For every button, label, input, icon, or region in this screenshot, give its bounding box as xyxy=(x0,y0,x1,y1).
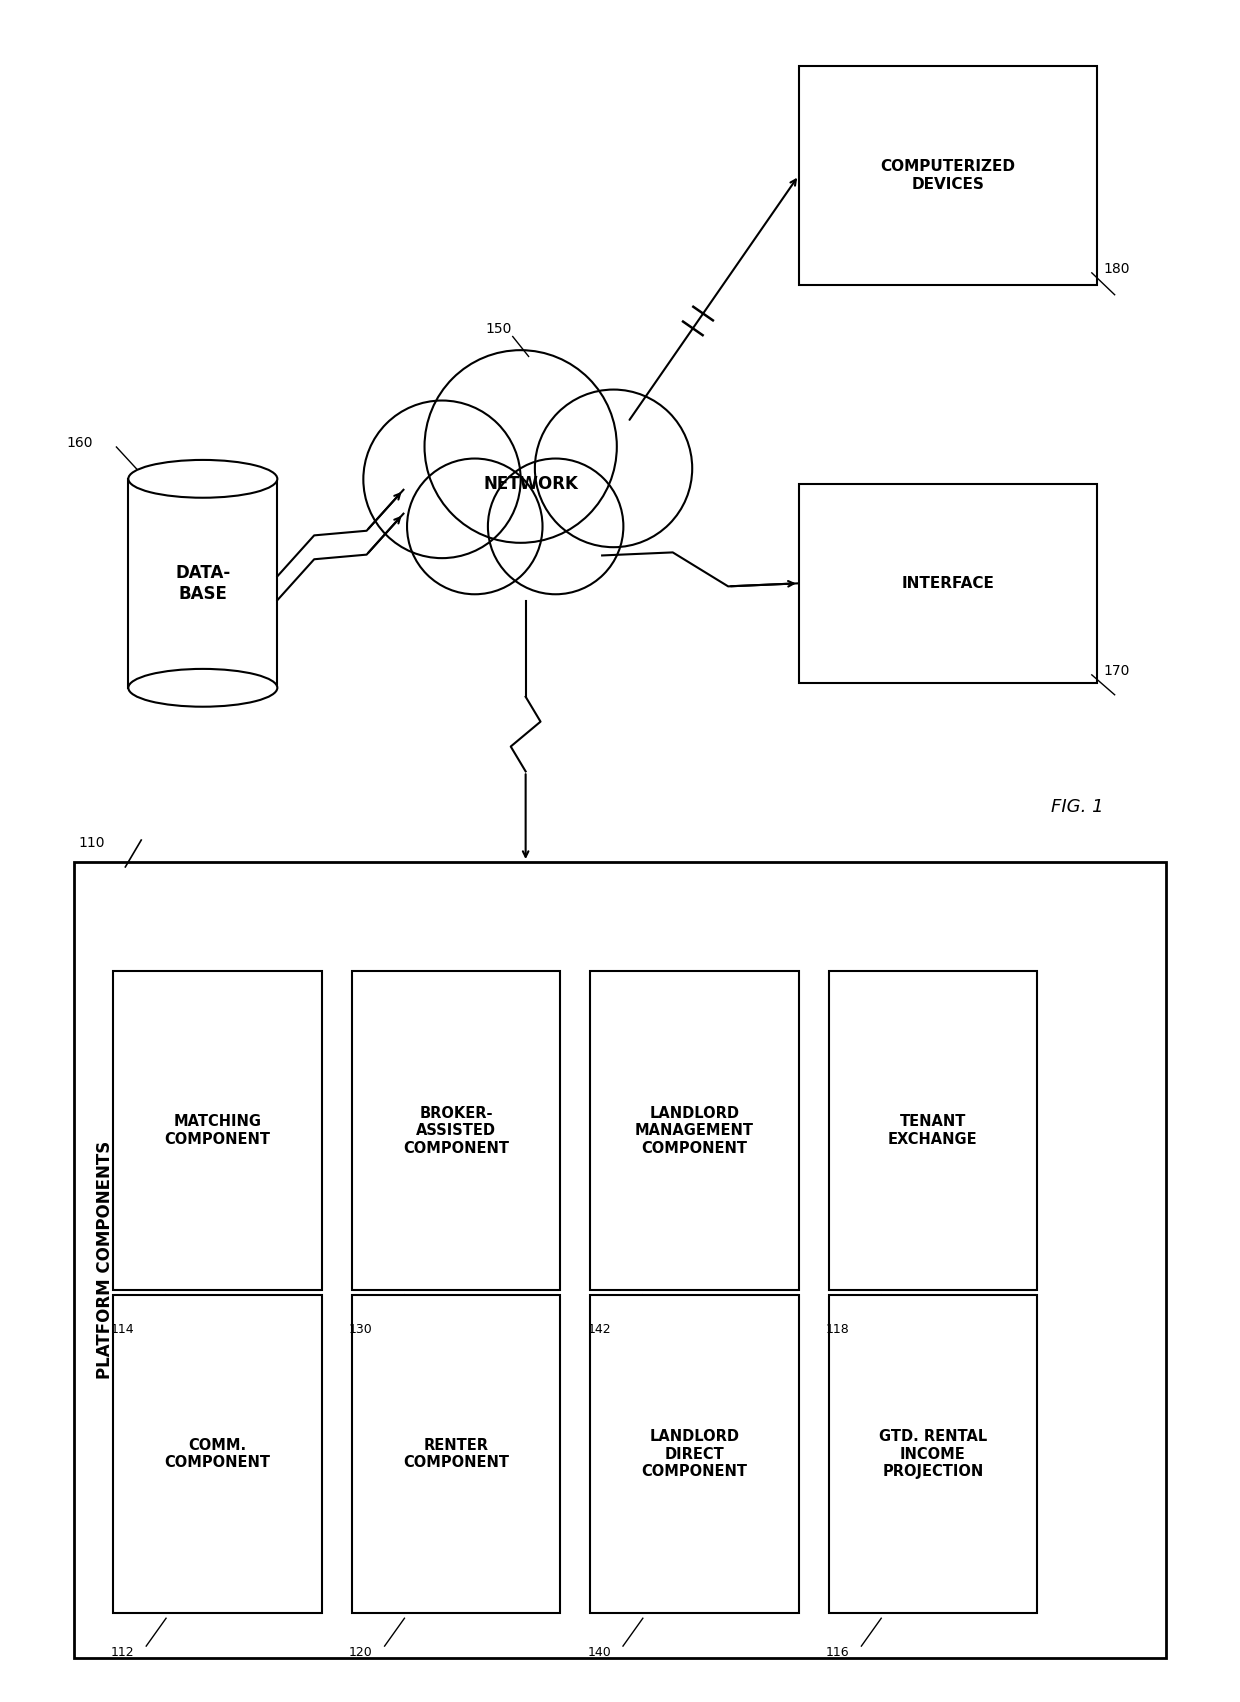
Text: 114: 114 xyxy=(110,1322,134,1336)
FancyBboxPatch shape xyxy=(128,477,278,482)
Text: COMM.
COMPONENT: COMM. COMPONENT xyxy=(165,1438,270,1471)
Circle shape xyxy=(424,351,616,543)
FancyBboxPatch shape xyxy=(113,1295,322,1613)
FancyBboxPatch shape xyxy=(128,478,278,688)
Text: INTERFACE: INTERFACE xyxy=(901,575,994,591)
Text: LANDLORD
DIRECT
COMPONENT: LANDLORD DIRECT COMPONENT xyxy=(641,1430,748,1479)
FancyBboxPatch shape xyxy=(73,861,1167,1658)
Text: 120: 120 xyxy=(348,1646,372,1659)
Text: MATCHING
COMPONENT: MATCHING COMPONENT xyxy=(165,1115,270,1147)
Text: PLATFORM COMPONENTS: PLATFORM COMPONENTS xyxy=(97,1140,114,1379)
FancyBboxPatch shape xyxy=(113,972,322,1290)
Text: 150: 150 xyxy=(486,322,512,335)
Text: RENTER
COMPONENT: RENTER COMPONENT xyxy=(403,1438,510,1471)
Text: COMPUTERIZED
DEVICES: COMPUTERIZED DEVICES xyxy=(880,158,1016,192)
Text: TENANT
EXCHANGE: TENANT EXCHANGE xyxy=(888,1115,977,1147)
Text: 140: 140 xyxy=(588,1646,611,1659)
FancyBboxPatch shape xyxy=(352,1295,560,1613)
FancyBboxPatch shape xyxy=(799,66,1096,284)
Text: 110: 110 xyxy=(78,836,105,849)
Text: FIG. 1: FIG. 1 xyxy=(1050,798,1104,817)
Text: 130: 130 xyxy=(348,1322,372,1336)
Text: 170: 170 xyxy=(1104,664,1130,677)
Text: DATA-
BASE: DATA- BASE xyxy=(175,563,231,603)
Ellipse shape xyxy=(128,460,278,497)
Circle shape xyxy=(534,390,692,548)
Text: BROKER-
ASSISTED
COMPONENT: BROKER- ASSISTED COMPONENT xyxy=(403,1106,510,1156)
Circle shape xyxy=(407,458,543,594)
Text: LANDLORD
MANAGEMENT
COMPONENT: LANDLORD MANAGEMENT COMPONENT xyxy=(635,1106,754,1156)
FancyBboxPatch shape xyxy=(352,972,560,1290)
Text: 160: 160 xyxy=(67,436,93,449)
Text: NETWORK: NETWORK xyxy=(484,475,578,494)
FancyBboxPatch shape xyxy=(828,972,1037,1290)
Circle shape xyxy=(487,458,624,594)
Circle shape xyxy=(363,400,521,558)
FancyBboxPatch shape xyxy=(590,1295,799,1613)
Text: GTD. RENTAL
INCOME
PROJECTION: GTD. RENTAL INCOME PROJECTION xyxy=(879,1430,987,1479)
Ellipse shape xyxy=(128,669,278,706)
Text: 142: 142 xyxy=(588,1322,611,1336)
FancyBboxPatch shape xyxy=(799,483,1096,683)
FancyBboxPatch shape xyxy=(828,1295,1037,1613)
FancyBboxPatch shape xyxy=(590,972,799,1290)
Text: 112: 112 xyxy=(110,1646,134,1659)
Text: 116: 116 xyxy=(826,1646,849,1659)
Text: 118: 118 xyxy=(826,1322,849,1336)
Text: 180: 180 xyxy=(1104,262,1130,276)
